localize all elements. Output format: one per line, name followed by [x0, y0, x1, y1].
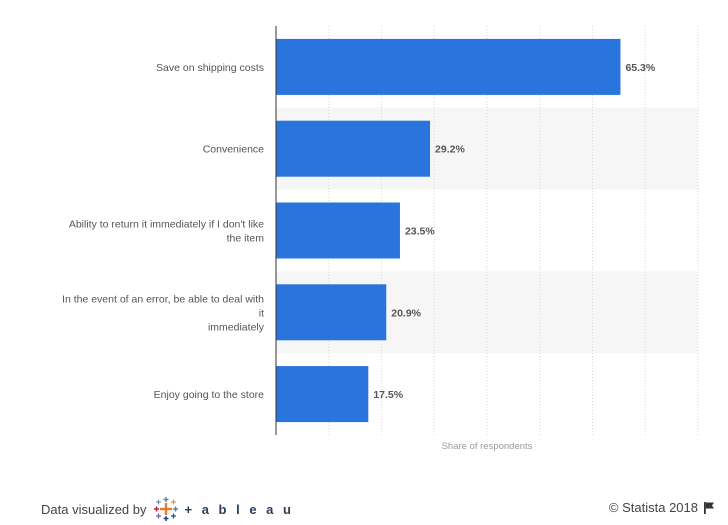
tableau-credit[interactable]: Data visualized by + a b l e a u	[41, 497, 294, 521]
category-label-line: Save on shipping costs	[156, 62, 264, 74]
copyright-text: © Statista 2018	[608, 500, 698, 515]
bar	[276, 120, 431, 177]
category-label: Convenience	[203, 144, 264, 156]
credit-text: Data visualized by	[41, 501, 147, 517]
bar	[276, 284, 387, 341]
category-label-line: it	[259, 307, 264, 319]
category-label: In the event of an error, be able to dea…	[62, 293, 265, 333]
flag-icon[interactable]	[702, 501, 716, 515]
category-label-line: In the event of an error, be able to dea…	[62, 293, 264, 305]
data-label: 23.5%	[405, 226, 435, 238]
bar	[276, 202, 400, 259]
tableau-logo-icon	[153, 497, 178, 521]
data-label: 65.3%	[625, 62, 655, 74]
category-label-line: Ability to return it immediately if I do…	[69, 219, 264, 231]
bar	[276, 38, 621, 95]
category-label: Ability to return it immediately if I do…	[69, 219, 264, 245]
bar-chart: 65.3% Save on shipping costs 29.2% Convenie…	[62, 26, 699, 452]
category-label-line: the item	[227, 233, 265, 245]
x-axis-title: Share of respondents	[442, 441, 533, 452]
category-label: Enjoy going to the store	[154, 389, 264, 401]
category-label-line: Convenience	[203, 144, 264, 156]
category-label-line: immediately	[208, 321, 265, 333]
data-label: 17.5%	[373, 389, 403, 401]
bar	[276, 366, 369, 423]
data-label: 20.9%	[391, 307, 421, 319]
tableau-wordmark: + a b l e a u	[184, 501, 294, 517]
category-label: Save on shipping costs	[156, 62, 264, 74]
statista-credit[interactable]: © Statista 2018	[609, 500, 716, 515]
data-label: 29.2%	[435, 144, 465, 156]
category-label-line: Enjoy going to the store	[154, 389, 264, 401]
